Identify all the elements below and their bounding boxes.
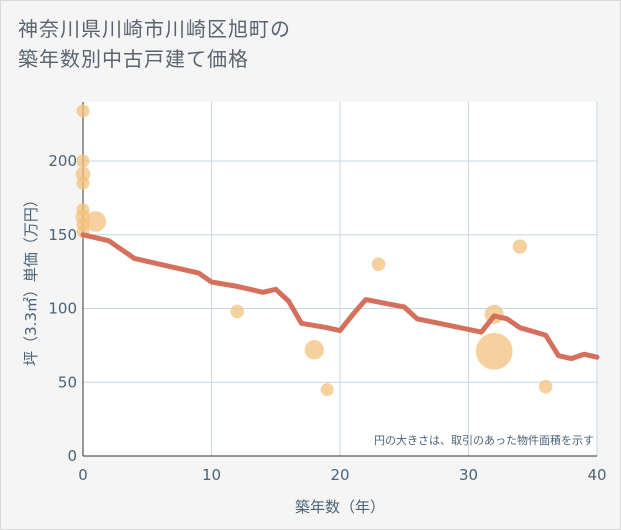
bubble-point — [320, 383, 334, 397]
tick-labels: 0 10 20 30 40 0 50 100 150 200 — [48, 152, 606, 484]
trend-series — [80, 232, 600, 362]
bubble-point — [512, 239, 528, 254]
x-axis-label: 築年数（年） — [295, 498, 385, 516]
chart-title: 神奈川県川崎市川崎区旭町の 築年数別中古戸建て価格 — [18, 14, 291, 74]
bubble-point — [85, 211, 107, 232]
y-tick-label: 0 — [67, 447, 77, 465]
y-tick-label: 100 — [48, 300, 77, 318]
y-tick-label: 150 — [48, 226, 77, 244]
bubble-point — [76, 176, 90, 190]
x-tick-label: 10 — [202, 466, 221, 484]
bubble-series — [75, 104, 553, 397]
bubble-point — [304, 340, 324, 360]
bubble-point — [371, 257, 386, 272]
y-tick-label: 200 — [48, 152, 77, 170]
trend-line — [80, 232, 600, 362]
x-tick-label: 30 — [459, 466, 478, 484]
y-axis-label: 坪（3.3㎡）単価（万円） — [22, 192, 40, 366]
x-tick-label: 0 — [78, 466, 88, 484]
bubble-point — [76, 154, 90, 168]
chart-title-line2: 築年数別中古戸建て価格 — [18, 47, 249, 71]
bubble-point — [475, 332, 513, 370]
x-tick-label: 20 — [330, 466, 349, 484]
bubble-point — [230, 304, 245, 319]
x-tick-label: 40 — [587, 466, 606, 484]
size-legend-note: 円の大きさは、取引のあった物件面積を示す — [374, 433, 594, 447]
y-tick-label: 50 — [58, 373, 77, 391]
chart-title-line1: 神奈川県川崎市川崎区旭町の — [18, 17, 291, 41]
bubble-point — [538, 379, 553, 394]
bubble-point — [76, 104, 90, 118]
